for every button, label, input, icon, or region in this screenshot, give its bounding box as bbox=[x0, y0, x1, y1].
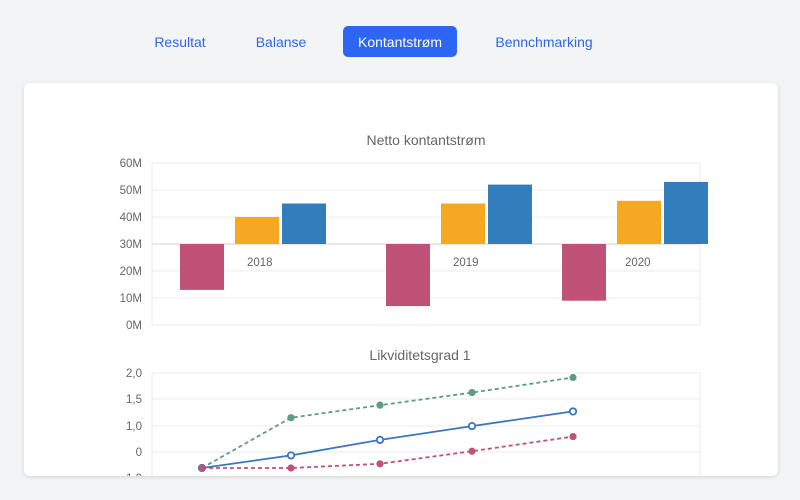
tab-balanse[interactable]: Balanse bbox=[255, 33, 307, 50]
bar-y-tick-label: 50M bbox=[120, 185, 142, 197]
tab-bar: Resultat Balanse Kontantstrøm Bennchmark… bbox=[0, 0, 800, 84]
chart-card: Netto kontantstrøm 0M 10M 20M 30M 40M 50M 60M … bbox=[24, 83, 778, 476]
line-series-0 bbox=[201, 376, 574, 469]
line-point-s0-3 bbox=[468, 388, 476, 397]
tab-kontantstrom[interactable]: Kontantstrøm bbox=[343, 26, 457, 57]
bar-y-tick-label: 20M bbox=[120, 266, 142, 278]
line-series-1 bbox=[201, 410, 574, 469]
line-y-tick-label: 1,0 bbox=[126, 421, 142, 433]
line-point-s0-1 bbox=[287, 414, 295, 422]
bar-y-tick-label: 60M bbox=[120, 158, 142, 170]
bar-chart-y-axis: 0M 10M 20M 30M 40M 50M 60M bbox=[120, 158, 142, 332]
line-point-s1-2 bbox=[375, 435, 385, 445]
bar-y-tick-label: 40M bbox=[120, 212, 142, 224]
line-point-s2-1 bbox=[287, 464, 295, 472]
line-point-s2-4 bbox=[569, 432, 577, 441]
line-point-s2-2 bbox=[376, 460, 384, 468]
line-y-tick-label: 2,0 bbox=[126, 368, 142, 380]
bar-chart-x-axis: 2018 2019 2020 bbox=[247, 257, 651, 269]
bar-category-label: 2019 bbox=[453, 257, 479, 269]
bar-category-label: 2018 bbox=[247, 257, 273, 269]
bar-2019-s2 bbox=[488, 184, 532, 244]
bar-y-tick-label: 30M bbox=[120, 239, 142, 251]
line-point-s1-1 bbox=[286, 451, 296, 460]
line-point-s0-2 bbox=[376, 401, 384, 409]
line-point-s1-3 bbox=[467, 422, 477, 431]
bar-2020-s1 bbox=[617, 200, 661, 244]
line-chart-y-axis: -1,0 0 1,0 1,5 2,0 bbox=[122, 368, 142, 476]
bar-chart-title: Netto kontantstrøm bbox=[366, 132, 485, 148]
bar-2019-s1 bbox=[441, 203, 485, 244]
line-y-tick-label: -1,0 bbox=[122, 473, 142, 476]
line-y-tick-label: 1,5 bbox=[126, 394, 142, 406]
bar-2018-s1 bbox=[235, 217, 279, 244]
bar-chart: Netto kontantstrøm 0M10M20M30M40M50M60M … bbox=[120, 132, 708, 332]
bar-2018-s2 bbox=[282, 203, 326, 244]
line-point-s2-3 bbox=[468, 447, 476, 455]
tab-benchmarking[interactable]: Bennchmarking bbox=[495, 33, 593, 50]
bar-y-tick-label: 0M bbox=[126, 320, 142, 332]
bar-2018-s0 bbox=[180, 244, 224, 290]
bar-chart-bars bbox=[180, 181, 708, 307]
charts-canvas: Netto kontantstrøm 0M10M20M30M40M50M60M … bbox=[120, 132, 708, 476]
bar-category-label: 2020 bbox=[625, 257, 651, 269]
tab-resultat[interactable]: Resultat bbox=[154, 33, 206, 50]
bar-2020-s0 bbox=[562, 244, 606, 301]
line-y-tick-label: 0 bbox=[136, 447, 142, 459]
line-point-s2-0 bbox=[198, 464, 206, 472]
line-point-s0-4 bbox=[569, 373, 577, 382]
bar-2020-s2 bbox=[664, 181, 708, 244]
line-chart-title: Likviditetsgrad 1 bbox=[369, 347, 470, 363]
bar-y-tick-label: 10M bbox=[120, 293, 142, 305]
line-chart-grid bbox=[151, 372, 701, 476]
line-chart-series bbox=[197, 373, 578, 473]
line-point-s1-4 bbox=[568, 407, 578, 416]
bar-2019-s0 bbox=[386, 244, 430, 307]
line-chart: Likviditetsgrad 1 -1,0 0 1,0 1,5 2,0 bbox=[122, 347, 701, 476]
